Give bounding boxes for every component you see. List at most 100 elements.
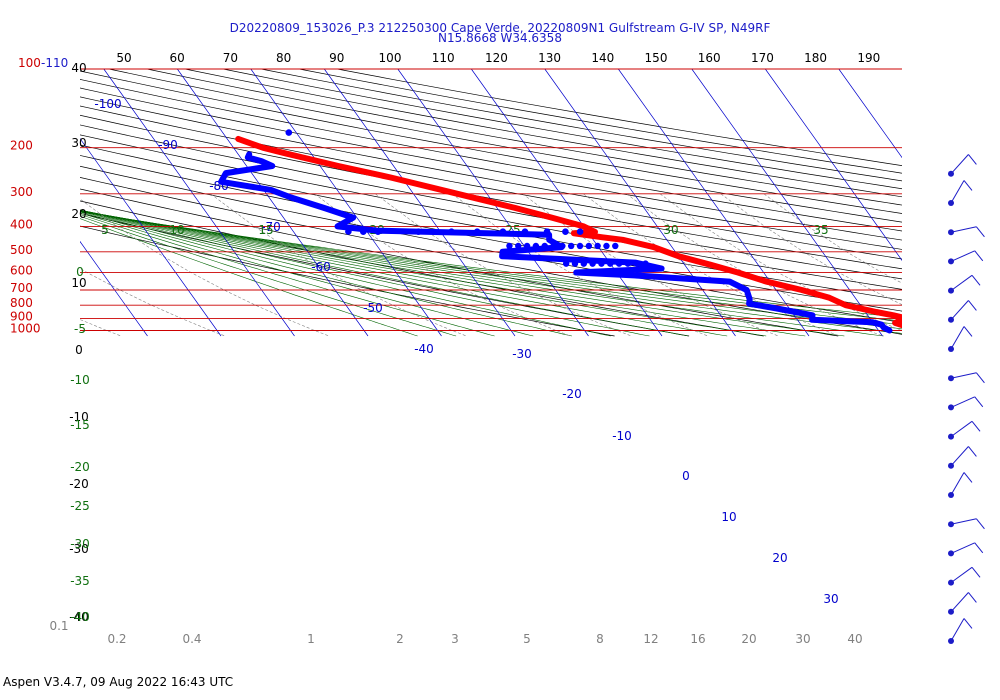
dewpoint-point — [603, 242, 610, 250]
isotherm-label: -90 — [158, 138, 178, 152]
wind-barb-feather — [968, 154, 977, 165]
mixing-ratio-line — [763, 193, 902, 284]
dewpoint-point — [562, 260, 570, 267]
moist-adiabat-label: -30 — [70, 537, 90, 551]
wind-barb-staff — [950, 180, 965, 204]
wind-barb-staff — [950, 372, 977, 379]
dry-adiabat-line — [80, 87, 902, 241]
isotherm-line — [618, 68, 810, 337]
wind-barb-staff — [950, 420, 973, 438]
wind-barb-staff — [950, 542, 975, 554]
wind-barb-staff — [950, 592, 969, 613]
wind-barb-feather — [968, 592, 977, 603]
wind-barb-feather — [974, 250, 984, 262]
isotherm-label: 30 — [823, 592, 838, 606]
wind-barb-feather — [974, 396, 984, 408]
footer-version: Aspen V3.4.7, 09 Aug 2022 16:43 UTC — [3, 675, 234, 689]
dewpoint-trace — [218, 151, 893, 334]
dewpoint-point — [576, 242, 584, 250]
dry-adiabats — [80, 68, 902, 337]
dewpoint-point — [576, 228, 584, 236]
moist-adiabat-label: 5 — [101, 223, 109, 237]
mixing-ratio-label: 5 — [523, 632, 531, 646]
dewpoint-point — [633, 260, 640, 267]
mixing-ratio-line — [720, 193, 902, 305]
wind-barb-feather — [974, 542, 984, 554]
dry-adiabat-line — [80, 105, 902, 260]
top-axis-label: 130 — [538, 51, 561, 65]
isotherm-line — [250, 68, 442, 337]
top-axis-label: 60 — [170, 51, 185, 65]
pressure-label: 600 — [10, 263, 33, 277]
left-axis-label: 40 — [71, 61, 86, 75]
mixing-ratio-line — [314, 193, 571, 337]
wind-barb-feather — [963, 618, 973, 629]
isotherm-label: -50 — [363, 301, 383, 315]
isotherm-line — [691, 68, 883, 337]
isotherm-line — [324, 68, 516, 337]
dewpoint-point — [642, 260, 649, 267]
dry-adiabat-line — [80, 70, 902, 223]
top-axis-label: 50 — [116, 51, 131, 65]
wind-barbs — [948, 154, 985, 644]
pressure-label: 300 — [10, 185, 33, 199]
mixing-ratio-line — [659, 193, 902, 331]
isotherms — [0, 68, 902, 337]
isotherm-line — [544, 68, 736, 337]
left-axis-label: -20 — [69, 477, 89, 491]
moist-adiabat-line — [80, 218, 418, 337]
wind-barb-staff — [950, 226, 977, 233]
left-axis-label: 10 — [71, 276, 86, 290]
dewpoint-point — [521, 228, 529, 236]
moist-adiabat-line — [80, 209, 806, 337]
top-axis-label: 180 — [804, 51, 827, 65]
dewpoint-point — [594, 242, 601, 250]
wind-barb-staff — [950, 566, 973, 584]
moist-adiabat-line — [80, 211, 572, 337]
dewpoint-point — [506, 242, 513, 250]
wind-barb-staff — [950, 446, 969, 467]
top-axis-label: 120 — [485, 51, 508, 65]
dry-adiabat-line — [80, 124, 902, 280]
dewpoint-point — [345, 228, 352, 235]
top-axis-label: 70 — [223, 51, 238, 65]
dewpoint-point — [285, 129, 293, 136]
dewpoint-point — [624, 260, 632, 267]
isotherm-line — [0, 69, 1, 336]
mixing-ratio-line — [80, 268, 226, 337]
wind-barb-feather — [971, 567, 981, 578]
dewpoint-point — [541, 242, 548, 250]
top-axis-label: 190 — [857, 51, 880, 65]
wind-barb-feather — [963, 326, 973, 337]
dewpoint-point — [580, 260, 587, 267]
wind-barb-feather — [976, 372, 985, 384]
pressure-label: 800 — [10, 296, 33, 310]
moist-adiabat-label: -20 — [70, 460, 90, 474]
isotherm-line — [80, 137, 222, 337]
moist-adiabat-line — [80, 210, 902, 326]
wind-barb-staff — [950, 396, 975, 408]
moist-adiabat-label: 0 — [76, 265, 84, 279]
pressure-label: 400 — [10, 217, 33, 231]
mixing-ratio-label: 3 — [451, 632, 459, 646]
dry-adiabat-line — [146, 68, 902, 206]
moist-adiabat-line — [80, 209, 689, 337]
wind-barb-staff — [950, 300, 969, 321]
dry-adiabat-line — [337, 68, 902, 166]
dewpoint-point — [607, 260, 614, 267]
top-axis-label: 140 — [591, 51, 614, 65]
dewpoint-point — [559, 242, 566, 250]
wind-barb-staff — [950, 326, 965, 350]
moist-adiabat-label: 15 — [258, 223, 273, 237]
dewpoint-point — [585, 242, 593, 250]
moist-adiabat-line — [80, 212, 534, 337]
moist-adiabat-line — [80, 214, 495, 337]
pressure-label: 200 — [10, 139, 33, 153]
dewpoint-point — [615, 260, 623, 267]
mixing-ratio-line — [80, 198, 330, 337]
dewpoint-point — [523, 242, 531, 250]
isotherm-line — [838, 68, 902, 159]
isobars — [80, 68, 902, 331]
left-axis-label: -10 — [69, 410, 89, 424]
wind-barb-staff — [950, 618, 965, 642]
